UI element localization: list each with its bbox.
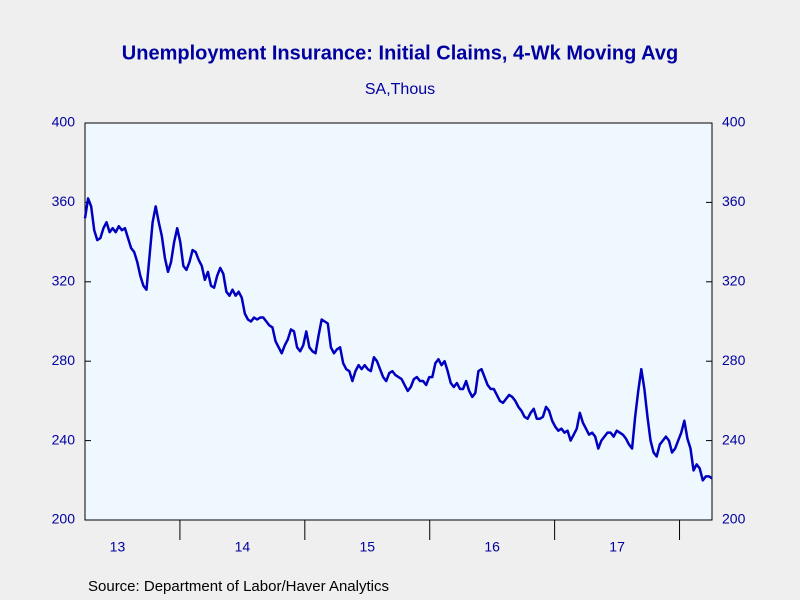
y-tick-label: 320 xyxy=(52,273,76,289)
y-tick-label: 200 xyxy=(52,511,76,527)
y-tick-label: 360 xyxy=(52,193,76,209)
y2-tick-label: 360 xyxy=(722,193,746,209)
x-tick-label: 13 xyxy=(110,539,126,555)
y-tick-label: 240 xyxy=(52,431,76,447)
y2-tick-label: 280 xyxy=(722,352,746,368)
chart-title: Unemployment Insurance: Initial Claims, … xyxy=(122,42,678,64)
y-tick-label: 400 xyxy=(52,114,76,130)
y2-tick-label: 200 xyxy=(722,511,746,527)
x-tick-label: 14 xyxy=(235,539,251,555)
chart-subtitle: SA,Thous xyxy=(365,81,435,98)
source-note: Source: Department of Labor/Haver Analyt… xyxy=(88,578,389,595)
y-tick-label: 280 xyxy=(52,352,76,368)
data-line xyxy=(83,197,713,482)
plot-area xyxy=(84,122,713,521)
y2-tick-label: 400 xyxy=(722,114,746,130)
x-tick-label: 15 xyxy=(359,539,375,555)
y2-tick-label: 320 xyxy=(722,273,746,289)
y2-tick-label: 240 xyxy=(722,431,746,447)
x-tick-label: 16 xyxy=(484,539,500,555)
x-tick-label: 17 xyxy=(609,539,625,555)
